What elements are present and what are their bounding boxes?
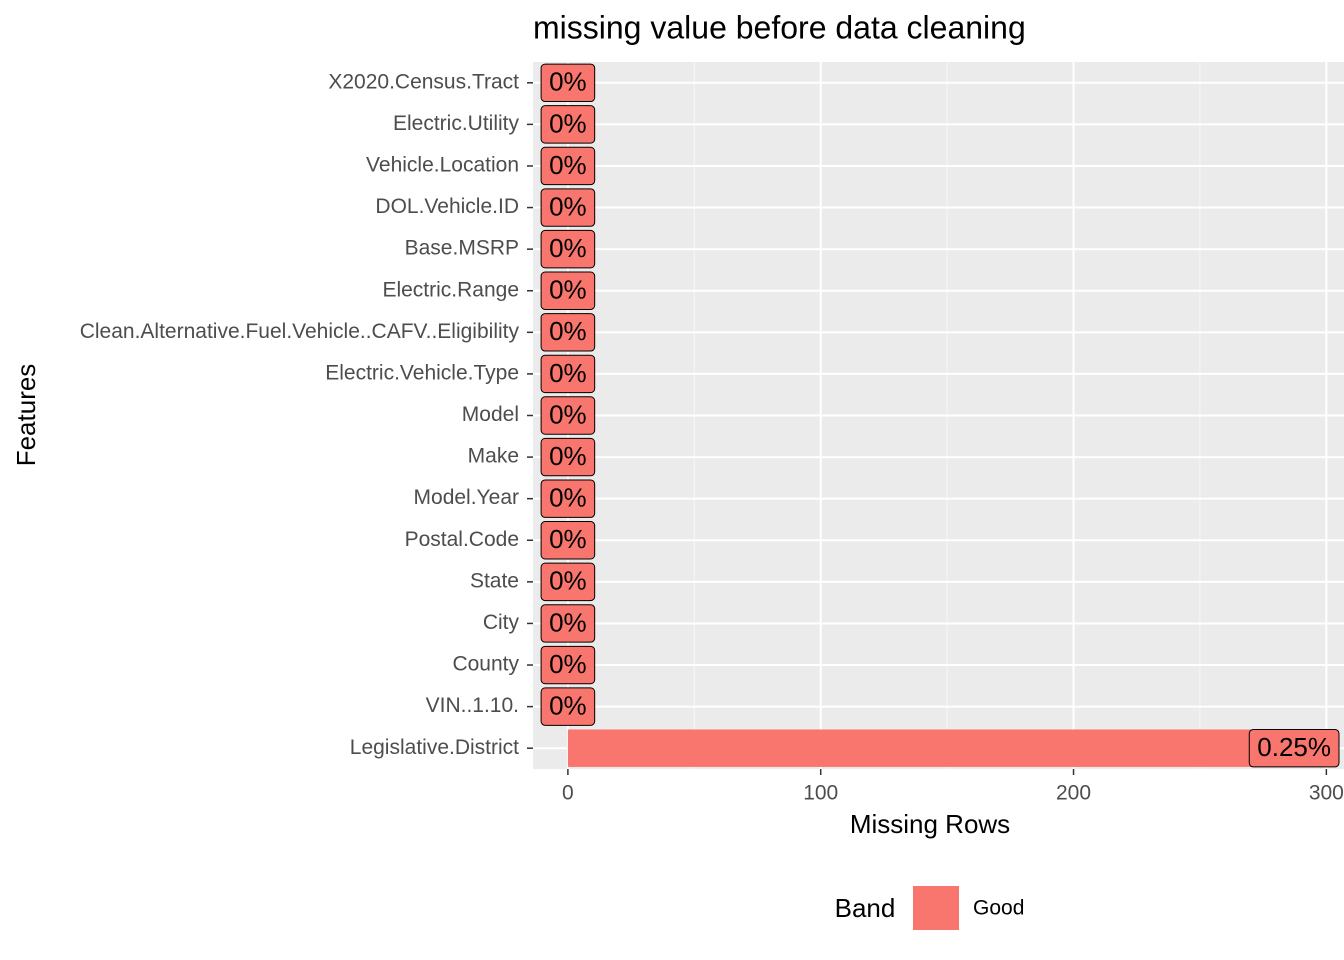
value-label-text: 0% [549, 191, 587, 221]
value-label: 0% [540, 479, 596, 518]
x-tick-label: 200 [1056, 782, 1091, 805]
value-label: 0% [540, 687, 596, 726]
y-tick-label: Make [468, 445, 519, 468]
value-label-box [1248, 728, 1340, 768]
value-label-text: 0.25% [1257, 732, 1331, 762]
x-tick-label: 300 [1309, 782, 1344, 805]
value-label-box [540, 437, 596, 477]
y-tick-label: Electric.Range [382, 278, 519, 301]
value-label: 0% [540, 146, 596, 186]
value-label-box [540, 354, 596, 394]
value-label-text: 0% [549, 233, 587, 263]
y-axis-title: Features [11, 364, 41, 467]
value-label: 0% [540, 63, 596, 103]
value-label: 0% [540, 521, 596, 560]
value-label: 0% [540, 313, 596, 352]
y-tick-label: Vehicle.Location [366, 154, 519, 177]
value-label-box [540, 396, 596, 435]
y-tick-label: Model.Year [414, 486, 519, 509]
legend-label: Good [973, 897, 1024, 920]
x-axis-title: Missing Rows [850, 809, 1010, 839]
value-label: 0% [540, 645, 596, 685]
value-label-box [540, 687, 596, 726]
value-label-text: 0% [549, 358, 587, 388]
value-label: 0% [540, 354, 596, 394]
y-tick-label: Electric.Vehicle.Type [325, 361, 519, 384]
y-tick-label: State [470, 569, 519, 592]
value-label: 0% [540, 271, 596, 310]
value-label-box [540, 229, 596, 269]
value-label: 0% [540, 437, 596, 477]
value-label: 0% [540, 396, 596, 435]
y-tick-label: X2020.Census.Tract [328, 70, 519, 93]
value-label-text: 0% [549, 649, 587, 679]
legend-title: Band [835, 893, 896, 923]
x-tick-label: 0 [562, 782, 574, 805]
y-tick-label: DOL.Vehicle.ID [375, 195, 519, 218]
value-label: 0% [540, 604, 596, 643]
value-label-box [540, 63, 596, 103]
value-label-text: 0% [549, 275, 587, 305]
value-label-text: 0% [549, 483, 587, 513]
value-label-text: 0% [549, 108, 587, 138]
value-label-box [540, 521, 596, 560]
y-tick-label: Legislative.District [350, 736, 519, 759]
value-label: 0% [540, 188, 596, 227]
value-label-text: 0% [549, 150, 587, 180]
value-label-box [540, 146, 596, 186]
y-tick-label: Electric.Utility [393, 112, 520, 135]
value-label-text: 0% [549, 399, 587, 429]
value-label: 0% [540, 562, 596, 602]
value-label-box [540, 313, 596, 352]
value-label: 0% [540, 229, 596, 269]
value-label-box [540, 105, 596, 144]
value-label-text: 0% [549, 607, 587, 637]
y-tick-label: VIN..1.10. [426, 694, 519, 717]
x-tick-label: 100 [803, 782, 838, 805]
value-label-text: 0% [549, 524, 587, 554]
y-tick-label: Model [462, 403, 519, 426]
bar [567, 729, 1329, 767]
value-label-box [540, 188, 596, 227]
value-label: 0.25% [1248, 728, 1340, 768]
value-label-text: 0% [549, 441, 587, 471]
value-label: 0% [540, 105, 596, 144]
y-tick-label: County [452, 653, 519, 676]
grid [533, 62, 1344, 769]
value-label-text: 0% [549, 316, 587, 346]
y-tick-label: City [483, 611, 520, 634]
value-label-text: 0% [549, 67, 587, 97]
value-label-text: 0% [549, 690, 587, 720]
value-label-box [540, 479, 596, 518]
value-label-box [540, 562, 596, 602]
chart-title: missing value before data cleaning [533, 9, 1026, 45]
value-label-text: 0% [549, 566, 587, 596]
legend-swatch [913, 886, 959, 930]
y-tick-label: Postal.Code [405, 528, 519, 551]
marks: 0% 0% 0% 0% 0% 0% 0% 0% 0% 0% 0% 0% 0% 0% 0% 0% 0.25% [540, 63, 1340, 768]
value-label-box [540, 271, 596, 310]
value-label-box [540, 604, 596, 643]
y-tick-label: Clean.Alternative.Fuel.Vehicle..CAFV..El… [80, 320, 520, 343]
value-label-box [540, 645, 596, 685]
y-tick-label: Base.MSRP [405, 237, 519, 260]
